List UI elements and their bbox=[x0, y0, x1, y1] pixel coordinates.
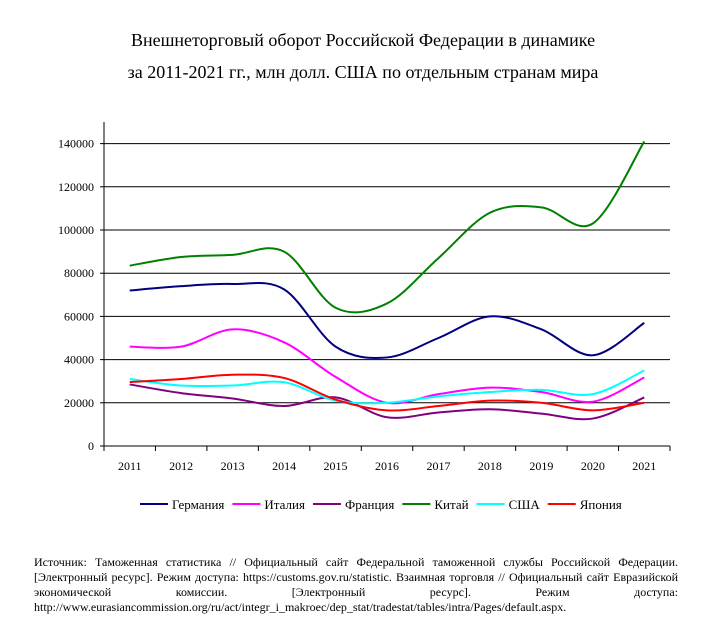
legend-label: Франция bbox=[345, 497, 394, 512]
y-tick-label: 140000 bbox=[58, 137, 94, 151]
y-tick-label: 20000 bbox=[64, 396, 94, 410]
legend-label: США bbox=[509, 497, 541, 512]
source-note: Источник: Таможенная статистика // Офици… bbox=[34, 555, 678, 614]
x-tick-label: 2012 bbox=[169, 459, 193, 473]
y-tick-label: 80000 bbox=[64, 266, 94, 280]
series-line-США bbox=[129, 369, 645, 405]
x-tick-label: 2011 bbox=[118, 459, 142, 473]
y-tick-label: 100000 bbox=[58, 223, 94, 237]
series-line-Франция bbox=[129, 383, 645, 421]
x-tick-label: 2021 bbox=[632, 459, 656, 473]
x-tick-label: 2017 bbox=[426, 459, 450, 473]
legend-label: Германия bbox=[172, 497, 224, 512]
legend-label: Китай bbox=[434, 497, 468, 512]
chart-subtitle: за 2011-2021 гг., млн долл. США по отдел… bbox=[127, 62, 599, 82]
y-tick-label: 60000 bbox=[64, 309, 94, 323]
x-tick-label: 2015 bbox=[324, 459, 348, 473]
legend-label: Япония bbox=[580, 497, 622, 512]
legend-label: Италия bbox=[264, 497, 305, 512]
y-tick-label: 40000 bbox=[64, 353, 94, 367]
x-tick-label: 2014 bbox=[272, 459, 296, 473]
y-tick-label: 0 bbox=[88, 439, 94, 453]
series-line-Германия bbox=[129, 281, 645, 359]
series-line-Италия bbox=[129, 328, 645, 405]
x-tick-label: 2018 bbox=[478, 459, 502, 473]
x-tick-label: 2019 bbox=[529, 459, 553, 473]
series-line-Китай bbox=[129, 140, 646, 314]
line-chart: 0 20000 40000 60000 80000 100000 120000 140000 2… bbox=[58, 122, 671, 512]
x-tick-label: 2020 bbox=[581, 459, 605, 473]
x-tick-label: 2013 bbox=[221, 459, 245, 473]
y-tick-label: 120000 bbox=[58, 180, 94, 194]
series-line-Япония bbox=[129, 373, 645, 412]
chart-title: Внешнеторговый оборот Российской Федерац… bbox=[130, 30, 596, 50]
x-tick-label: 2016 bbox=[375, 459, 399, 473]
